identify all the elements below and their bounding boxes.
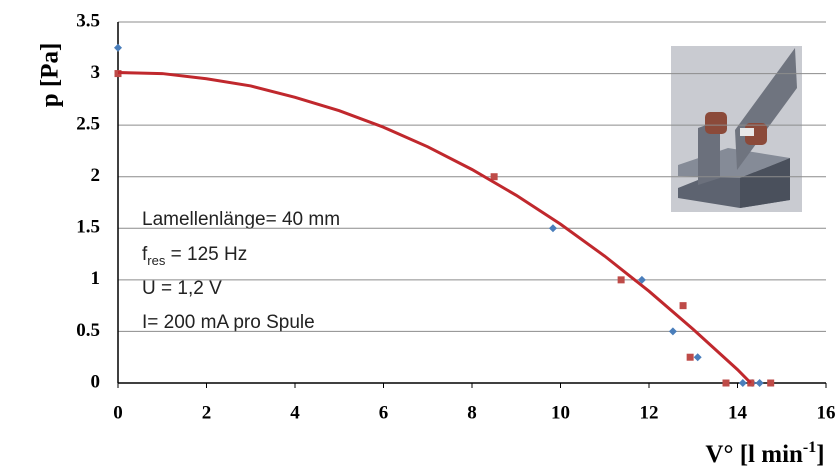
y-tick-label: 0 bbox=[91, 371, 101, 392]
y-tick-label: 0.5 bbox=[76, 320, 100, 341]
annotation: I= 200 mA pro Spule bbox=[142, 312, 315, 333]
point bbox=[722, 380, 729, 387]
annotation-f-sub: res bbox=[147, 253, 166, 268]
y-tick-label: 2.5 bbox=[76, 114, 100, 135]
point bbox=[114, 44, 122, 52]
y-tick-label: 2 bbox=[91, 165, 101, 186]
inset-magnet bbox=[740, 128, 754, 136]
x-tick-label: 0 bbox=[113, 402, 123, 423]
annotation: fres = 125 Hz bbox=[142, 244, 247, 268]
chart: p [Pa] V° [l min-1] Lamellenlänge= 40 mm… bbox=[0, 0, 840, 470]
inset-coil bbox=[705, 112, 727, 134]
point bbox=[756, 379, 764, 387]
x-axis-label: V° [l min-1] bbox=[705, 439, 824, 468]
annotation: U = 1,2 V bbox=[142, 278, 222, 299]
y-tick-label: 3 bbox=[91, 62, 101, 83]
point bbox=[739, 379, 747, 387]
y-tick-label: 1 bbox=[91, 268, 101, 289]
annotation: Lamellenlänge= 40 mm bbox=[142, 209, 340, 230]
x-tick-label: 16 bbox=[817, 402, 836, 423]
point bbox=[767, 380, 774, 387]
x-tick-label: 12 bbox=[640, 402, 659, 423]
x-tick-label: 6 bbox=[379, 402, 389, 423]
point bbox=[669, 327, 677, 335]
x-tick-label: 4 bbox=[290, 402, 300, 423]
x-tick-label: 10 bbox=[551, 402, 570, 423]
point bbox=[549, 224, 557, 232]
x-tick-label: 8 bbox=[467, 402, 477, 423]
x-tick-label: 14 bbox=[728, 402, 748, 423]
x-label-end: ] bbox=[816, 441, 824, 468]
y-axis-label: p [Pa] bbox=[37, 43, 64, 108]
annotation-f-rest: = 125 Hz bbox=[165, 244, 247, 265]
point bbox=[687, 354, 694, 361]
point bbox=[694, 353, 702, 361]
x-tick-label: 2 bbox=[202, 402, 212, 423]
point bbox=[680, 302, 687, 309]
y-tick-label: 3.5 bbox=[76, 10, 100, 31]
x-label-main: V° [l min bbox=[705, 441, 803, 468]
point bbox=[618, 276, 625, 283]
y-tick-label: 1.5 bbox=[76, 217, 100, 238]
point bbox=[491, 173, 498, 180]
x-label-sup: -1 bbox=[803, 439, 816, 456]
inset-image bbox=[671, 46, 802, 212]
